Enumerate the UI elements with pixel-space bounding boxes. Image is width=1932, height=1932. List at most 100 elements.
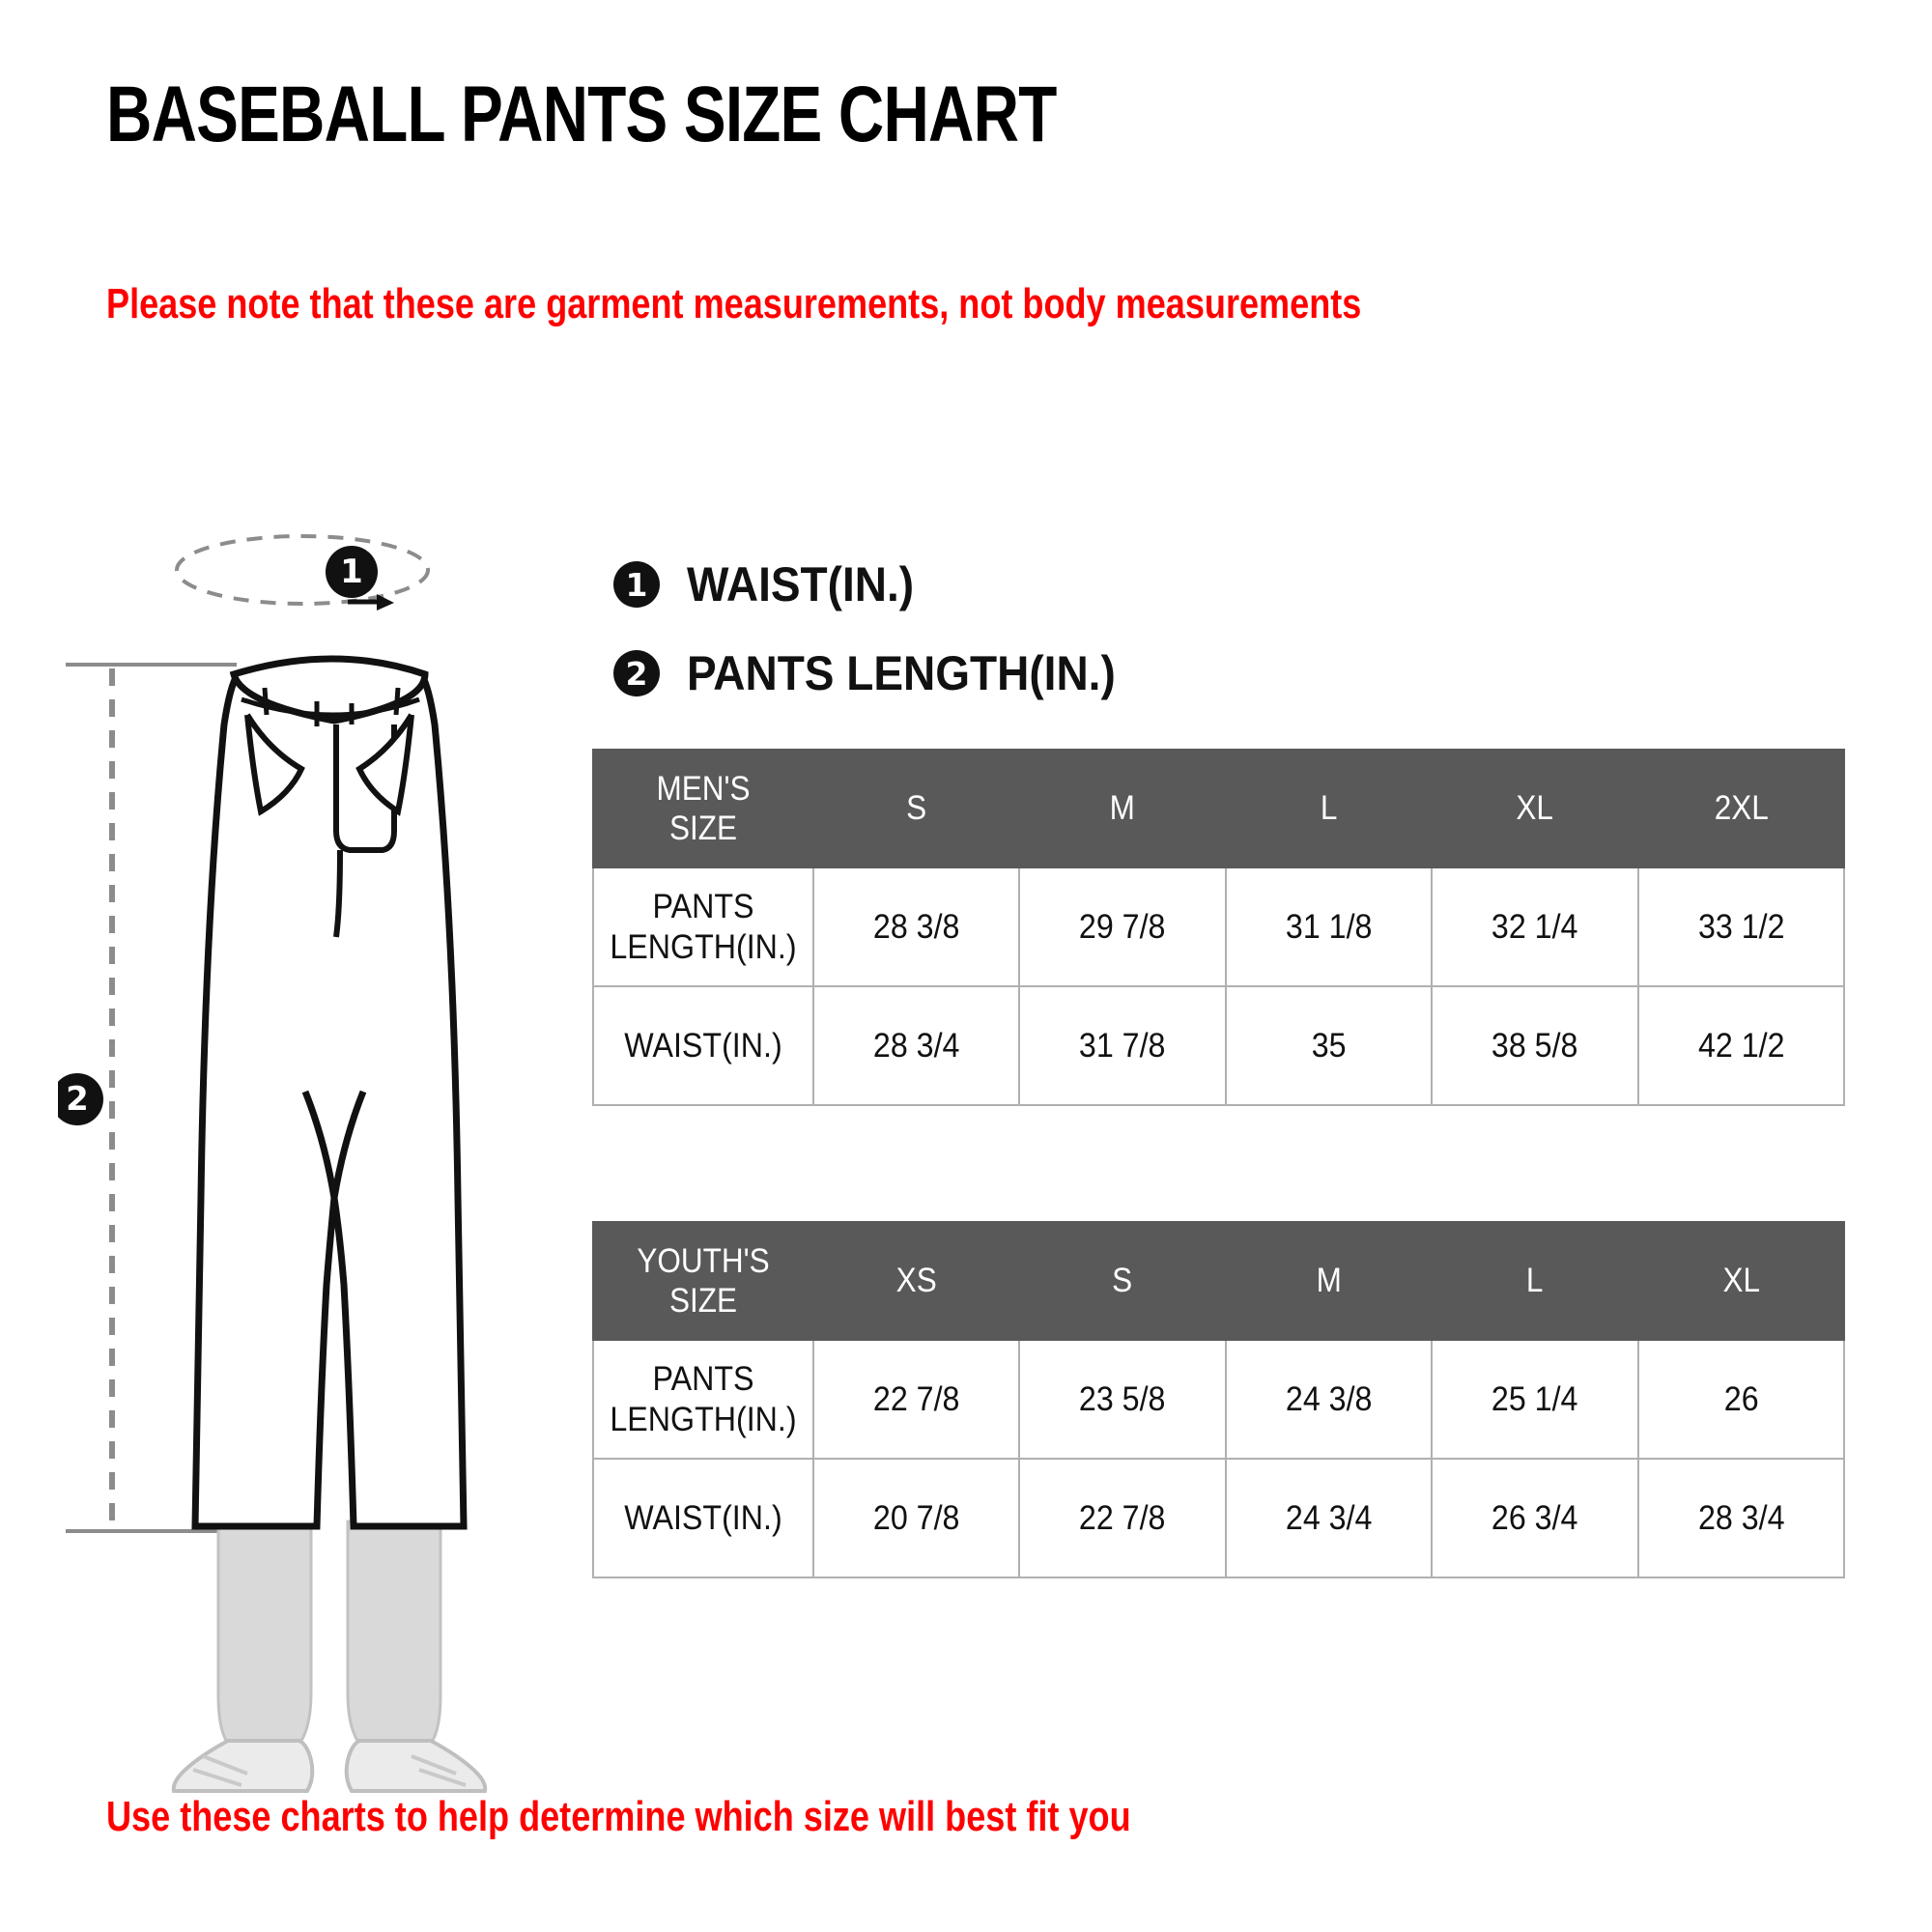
measurement-cell: 26 3/4 [1431, 1458, 1639, 1578]
size-label: M [1109, 789, 1136, 828]
measurement-cell: 25 1/4 [1431, 1339, 1639, 1460]
youth-size-column-header: XL [1636, 1221, 1846, 1341]
mens-size-table: MEN'S SIZE S M L XL 2XL PANTS LENGTH(IN.) 28 3… [592, 749, 1846, 1106]
measurement-cell: 28 3/4 [1636, 1458, 1846, 1578]
measurement-cell: 22 7/8 [811, 1339, 1021, 1460]
size-label: XL [1722, 1262, 1760, 1300]
size-label: L [1320, 789, 1338, 828]
mens-size-column-header: 2XL [1636, 749, 1846, 868]
pants-outline [191, 655, 468, 1530]
measurement-value: 26 3/4 [1492, 1498, 1578, 1537]
row-label: PANTS LENGTH(IN.) [610, 1360, 797, 1438]
mens-size-header: MEN'S SIZE [592, 749, 814, 868]
measurement-legend: 1 WAIST(IN.) 2 PANTS LENGTH(IN.) [613, 546, 1152, 724]
measurement-cell: 42 1/2 [1636, 985, 1846, 1106]
mens-size-column-header: M [1018, 749, 1227, 868]
measurement-cell: 33 1/2 [1636, 867, 1846, 987]
youth-size-column-header: M [1224, 1221, 1434, 1341]
row-label: WAIST(IN.) [624, 1498, 782, 1537]
measurement-cell: 29 7/8 [1018, 867, 1227, 987]
page-title: BASEBALL PANTS SIZE CHART [106, 71, 1057, 158]
length-marker-number: 2 [66, 1080, 89, 1119]
header-label: YOUTH'S SIZE [637, 1241, 770, 1320]
youth-size-table-wrapper: YOUTH'S SIZE XS S M L XL PANTS LENGTH(IN.) 22 … [592, 1221, 1846, 1578]
measurement-value: 22 7/8 [872, 1379, 960, 1418]
size-label: 2XL [1714, 789, 1769, 828]
table-header-row: YOUTH'S SIZE XS S M L XL [592, 1221, 1846, 1341]
measurement-value: 32 1/4 [1492, 907, 1578, 946]
header-label: MEN'S SIZE [656, 769, 751, 847]
socks-and-shoes-illustration [171, 1520, 488, 1793]
legend-item-waist: 1 WAIST(IN.) [613, 546, 1152, 623]
waist-marker-number: 1 [340, 553, 363, 591]
measurement-value: 29 7/8 [1079, 907, 1166, 946]
row-label-cell: WAIST(IN.) [592, 985, 814, 1106]
measurement-value: 24 3/4 [1285, 1498, 1373, 1537]
youth-size-table: YOUTH'S SIZE XS S M L XL PANTS LENGTH(IN.) 22 … [592, 1221, 1846, 1578]
mens-size-column-header: XL [1431, 749, 1639, 868]
youth-size-header: YOUTH'S SIZE [592, 1221, 814, 1341]
row-label: WAIST(IN.) [624, 1026, 782, 1065]
table-row: WAIST(IN.) 28 3/4 31 7/8 35 38 5/8 42 1/2 [592, 985, 1846, 1106]
measurement-value: 28 3/4 [872, 1026, 960, 1065]
youth-size-column-header: XS [811, 1221, 1021, 1341]
table-row: WAIST(IN.) 20 7/8 22 7/8 24 3/4 26 3/4 28 3/4 [592, 1458, 1846, 1578]
measurement-value: 35 [1311, 1026, 1347, 1065]
size-label: XS [895, 1262, 937, 1300]
measurement-value: 31 7/8 [1079, 1026, 1166, 1065]
garment-measurement-note: Please note that these are garment measu… [106, 280, 1362, 327]
legend-label-pants-length: PANTS LENGTH(IN.) [687, 646, 1116, 700]
waist-dashed-ellipse-icon [175, 534, 430, 611]
size-label: L [1526, 1262, 1544, 1300]
waist-marker-badge: 1 [326, 546, 378, 598]
measurement-cell: 22 7/8 [1018, 1458, 1227, 1578]
measurement-value: 31 1/8 [1285, 907, 1373, 946]
measurement-value: 42 1/2 [1697, 1026, 1785, 1065]
row-label-cell: PANTS LENGTH(IN.) [592, 1339, 814, 1460]
measurement-value: 20 7/8 [872, 1498, 960, 1537]
length-marker-badge: 2 [58, 1073, 103, 1125]
pants-illustration: 1 2 [58, 534, 488, 1793]
measurement-value: 28 3/8 [872, 907, 960, 946]
measurement-cell: 28 3/4 [811, 985, 1021, 1106]
measurement-value: 33 1/2 [1697, 907, 1785, 946]
measurement-cell: 38 5/8 [1431, 985, 1639, 1106]
table-row: PANTS LENGTH(IN.) 28 3/8 29 7/8 31 1/8 32 1/… [592, 867, 1846, 987]
size-label: S [1112, 1262, 1133, 1300]
row-label: PANTS LENGTH(IN.) [610, 888, 797, 966]
measurement-cell: 20 7/8 [811, 1458, 1021, 1578]
measurement-value: 26 [1723, 1379, 1759, 1418]
size-label: XL [1516, 789, 1554, 828]
mens-size-column-header: L [1224, 749, 1434, 868]
length-dimension-icon [66, 663, 237, 1533]
measurement-cell: 28 3/8 [811, 867, 1021, 987]
youth-size-column-header: S [1018, 1221, 1227, 1341]
legend-label-waist: WAIST(IN.) [687, 557, 915, 611]
measurement-cell: 35 [1224, 985, 1434, 1106]
measurement-value: 22 7/8 [1079, 1498, 1166, 1537]
measurement-cell: 24 3/8 [1224, 1339, 1434, 1460]
measurement-cell: 31 7/8 [1018, 985, 1227, 1106]
measurement-cell: 31 1/8 [1224, 867, 1434, 987]
row-label-cell: WAIST(IN.) [592, 1458, 814, 1578]
youth-size-column-header: L [1431, 1221, 1639, 1341]
mens-size-table-wrapper: MEN'S SIZE S M L XL 2XL PANTS LENGTH(IN.) 28 3… [592, 749, 1846, 1106]
size-label: S [906, 789, 927, 828]
measurement-cell: 26 [1636, 1339, 1846, 1460]
measurement-cell: 24 3/4 [1224, 1458, 1434, 1578]
measurement-value: 23 5/8 [1079, 1379, 1166, 1418]
legend-badge-2: 2 [613, 650, 660, 696]
legend-badge-1: 1 [613, 561, 660, 608]
measurement-value: 28 3/4 [1697, 1498, 1785, 1537]
table-header-row: MEN'S SIZE S M L XL 2XL [592, 749, 1846, 868]
measurement-value: 25 1/4 [1492, 1379, 1578, 1418]
measurement-cell: 23 5/8 [1018, 1339, 1227, 1460]
measurement-cell: 32 1/4 [1431, 867, 1639, 987]
table-row: PANTS LENGTH(IN.) 22 7/8 23 5/8 24 3/8 25 1/… [592, 1339, 1846, 1460]
legend-item-pants-length: 2 PANTS LENGTH(IN.) [613, 635, 1152, 712]
measurement-value: 38 5/8 [1492, 1026, 1578, 1065]
row-label-cell: PANTS LENGTH(IN.) [592, 867, 814, 987]
mens-size-column-header: S [811, 749, 1021, 868]
size-label: M [1316, 1262, 1342, 1300]
